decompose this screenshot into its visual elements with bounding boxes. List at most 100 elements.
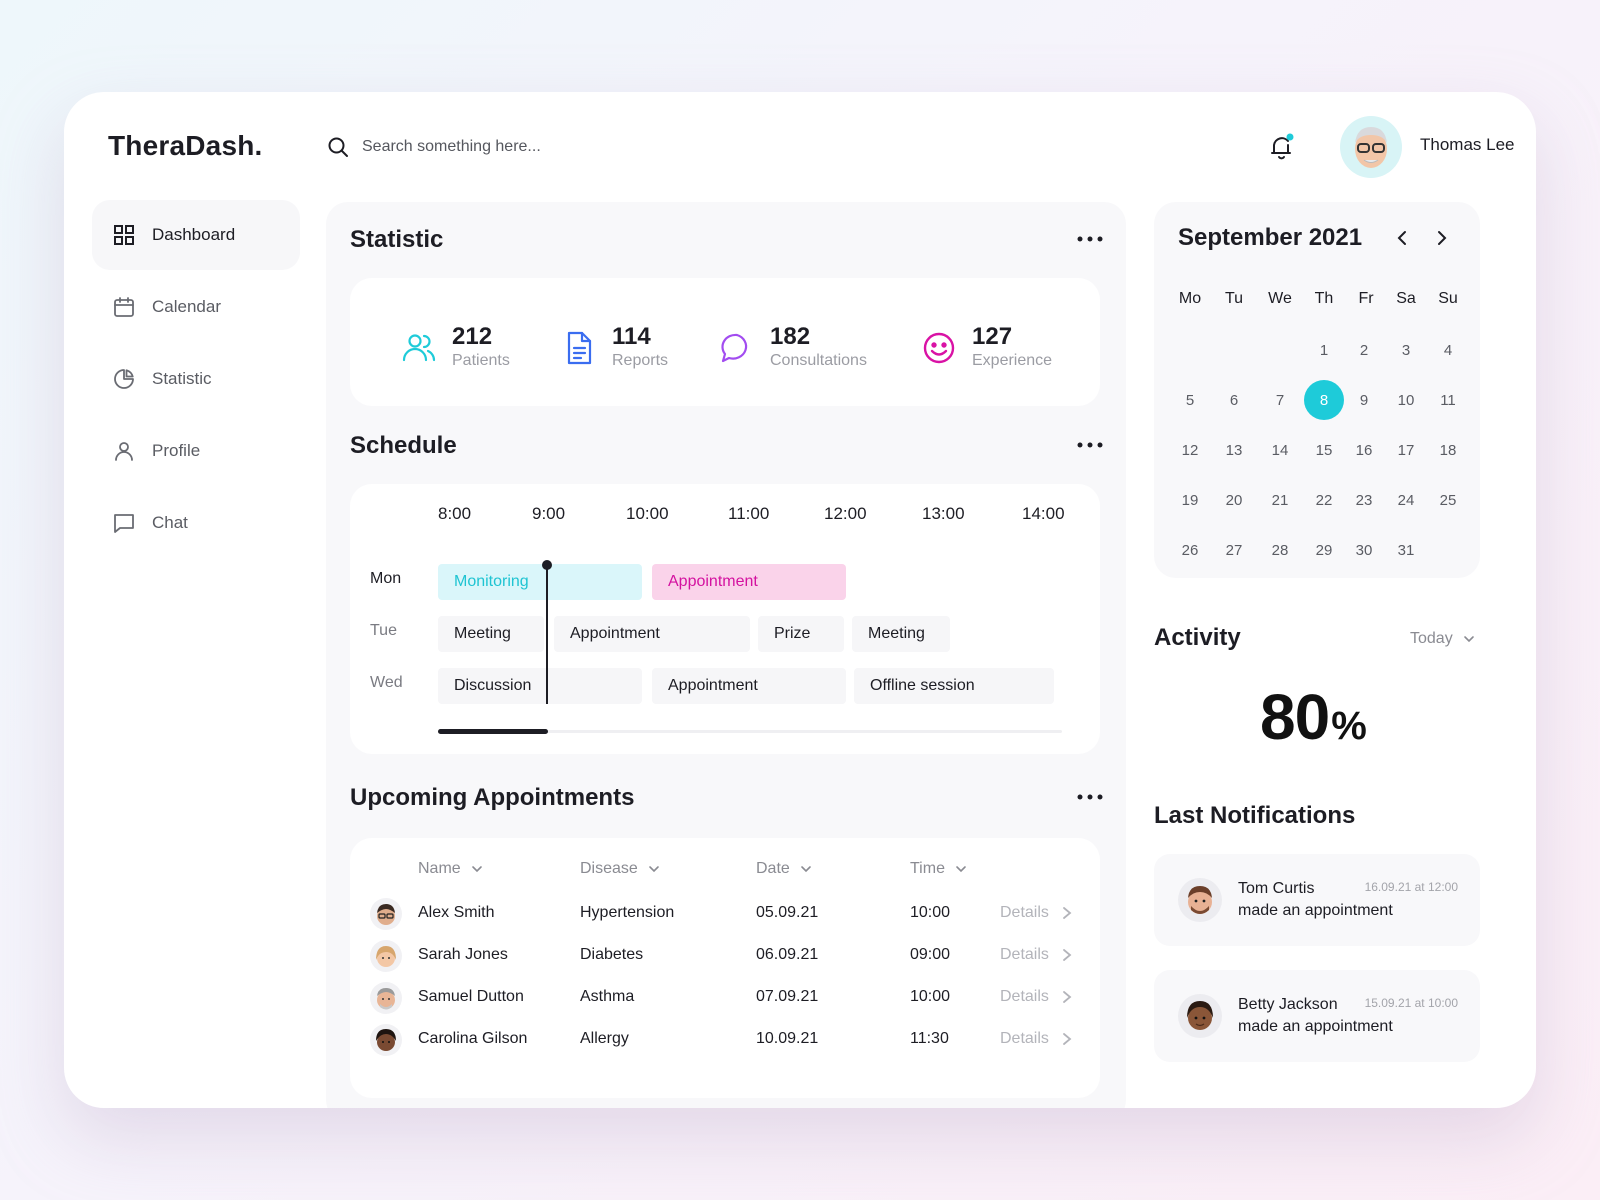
chevron-down-icon	[800, 866, 811, 873]
calendar-day[interactable]: 12	[1181, 441, 1199, 459]
notification-item[interactable]: Tom Curtis made an appointment 16.09.21 …	[1154, 854, 1480, 946]
notification-text: made an appointment	[1238, 902, 1393, 919]
sidebar-item-dashboard[interactable]: Dashboard	[92, 200, 300, 270]
calendar-day[interactable]: 18	[1439, 441, 1457, 459]
calendar-day[interactable]: 7	[1275, 391, 1285, 409]
time-label: 11:00	[728, 504, 770, 523]
column-header-name[interactable]: Name	[418, 860, 483, 878]
time-label: 13:00	[922, 504, 965, 523]
main-panel: Statistic 212 Patients 114 Reports	[326, 202, 1126, 1108]
more-icon[interactable]	[1076, 234, 1104, 244]
schedule-scrollbar[interactable]	[438, 729, 548, 734]
details-link[interactable]: Details	[1000, 988, 1073, 1006]
calendar-day[interactable]: 15	[1315, 441, 1333, 459]
calendar-day[interactable]: 27	[1225, 541, 1243, 559]
patient-disease: Allergy	[580, 1030, 629, 1047]
schedule-scrollbar-track	[438, 730, 1062, 733]
calendar-day[interactable]: 17	[1397, 441, 1415, 459]
calendar-day[interactable]: 6	[1229, 391, 1239, 409]
calendar-day[interactable]: 9	[1359, 391, 1369, 409]
weekday-label: We	[1268, 290, 1292, 307]
bell-icon[interactable]	[1268, 132, 1296, 162]
schedule-event[interactable]: Prize	[758, 616, 844, 652]
schedule-event[interactable]: Appointment	[652, 564, 846, 600]
calendar-day[interactable]: 10	[1397, 391, 1415, 409]
appointment-time: 10:00	[910, 988, 951, 1005]
details-link[interactable]: Details	[1000, 946, 1073, 964]
appointments-title: Upcoming Appointments	[350, 784, 635, 811]
notifications-title: Last Notifications	[1154, 802, 1356, 829]
stat-label: Reports	[612, 352, 669, 369]
schedule-event[interactable]: Meeting	[852, 616, 950, 652]
calendar-day[interactable]: 21	[1271, 491, 1289, 509]
stat-label: Experience	[972, 352, 1053, 369]
search-input[interactable]	[362, 130, 762, 164]
chevron-left-icon[interactable]	[1390, 226, 1414, 250]
notification-name: Betty Jackson	[1238, 996, 1338, 1013]
schedule-event[interactable]: Discussion	[438, 668, 642, 704]
calendar-day[interactable]: 23	[1355, 491, 1373, 509]
time-label: 8:00	[438, 504, 472, 523]
calendar-day[interactable]: 30	[1355, 541, 1373, 559]
schedule-event[interactable]: Monitoring	[438, 564, 642, 600]
schedule-event[interactable]: Meeting	[438, 616, 544, 652]
calendar-day[interactable]: 26	[1181, 541, 1199, 559]
calendar-day[interactable]: 13	[1225, 441, 1243, 459]
calendar-day[interactable]: 24	[1397, 491, 1415, 509]
column-header-disease[interactable]: Disease	[580, 860, 660, 878]
sidebar-item-statistic[interactable]: Statistic	[92, 344, 300, 414]
details-link[interactable]: Details	[1000, 1030, 1073, 1048]
search-icon[interactable]	[326, 135, 350, 159]
user-avatar[interactable]	[1340, 116, 1402, 178]
chevron-down-icon	[956, 866, 966, 873]
calendar-day[interactable]: 1	[1319, 341, 1329, 359]
calendar-day[interactable]: 28	[1271, 541, 1289, 559]
calendar-day[interactable]: 29	[1315, 541, 1333, 559]
calendar-day[interactable]: 20	[1225, 491, 1243, 509]
calendar-day[interactable]: 2	[1359, 341, 1369, 359]
details-link[interactable]: Details	[1000, 904, 1073, 922]
calendar-month-title: September 2021	[1178, 224, 1363, 251]
dashboard-window: TheraDash. Thomas Lee Dashboard Calendar	[64, 92, 1536, 1108]
activity-percentage: 80 %	[1260, 680, 1367, 754]
patient-avatar	[370, 898, 402, 930]
schedule-event[interactable]: Appointment	[652, 668, 846, 704]
current-time-dot[interactable]	[542, 560, 552, 570]
column-header-time[interactable]: Time	[910, 860, 967, 878]
calendar-day[interactable]: 11	[1440, 391, 1456, 409]
notification-item[interactable]: Betty Jackson made an appointment 15.09.…	[1154, 970, 1480, 1062]
sidebar-item-profile[interactable]: Profile	[92, 416, 300, 486]
calendar-day[interactable]: 5	[1185, 391, 1195, 409]
day-label: Mon	[370, 570, 402, 587]
calendar-day[interactable]: 4	[1443, 341, 1453, 359]
schedule-title: Schedule	[350, 432, 457, 459]
calendar-day[interactable]: 22	[1315, 491, 1333, 509]
patient-name: Carolina Gilson	[418, 1030, 528, 1047]
more-icon[interactable]	[1076, 440, 1104, 450]
activity-title: Activity	[1154, 624, 1241, 651]
chevron-down-icon	[471, 866, 482, 873]
calendar-day[interactable]: 14	[1271, 441, 1289, 459]
column-header-label: Disease	[580, 860, 638, 877]
calendar-day[interactable]: 16	[1355, 441, 1373, 459]
activity-filter-dropdown[interactable]: Today	[1410, 630, 1475, 648]
column-header-date[interactable]: Date	[756, 860, 812, 878]
schedule-event[interactable]: Appointment	[554, 616, 750, 652]
schedule-event[interactable]: Offline session	[854, 668, 1054, 704]
grid-icon	[114, 225, 134, 245]
calendar-day[interactable]: 25	[1439, 491, 1457, 509]
calendar-day[interactable]: 3	[1401, 341, 1411, 359]
patient-avatar	[370, 982, 402, 1014]
appointment-time: 09:00	[910, 946, 951, 963]
sidebar-item-calendar[interactable]: Calendar	[92, 272, 300, 342]
notification-time: 16.09.21 at 12:00	[1364, 880, 1458, 894]
patient-avatar	[370, 940, 402, 972]
calendar-day[interactable]: 31	[1397, 541, 1415, 559]
calendar-day-selected[interactable]: 8	[1304, 380, 1344, 420]
chevron-right-icon[interactable]	[1430, 226, 1454, 250]
calendar-day[interactable]: 19	[1181, 491, 1199, 509]
memoji-avatar-icon	[377, 988, 395, 1010]
more-icon[interactable]	[1076, 792, 1104, 802]
weekday-label: Su	[1438, 290, 1458, 307]
sidebar-item-chat[interactable]: Chat	[92, 488, 300, 558]
